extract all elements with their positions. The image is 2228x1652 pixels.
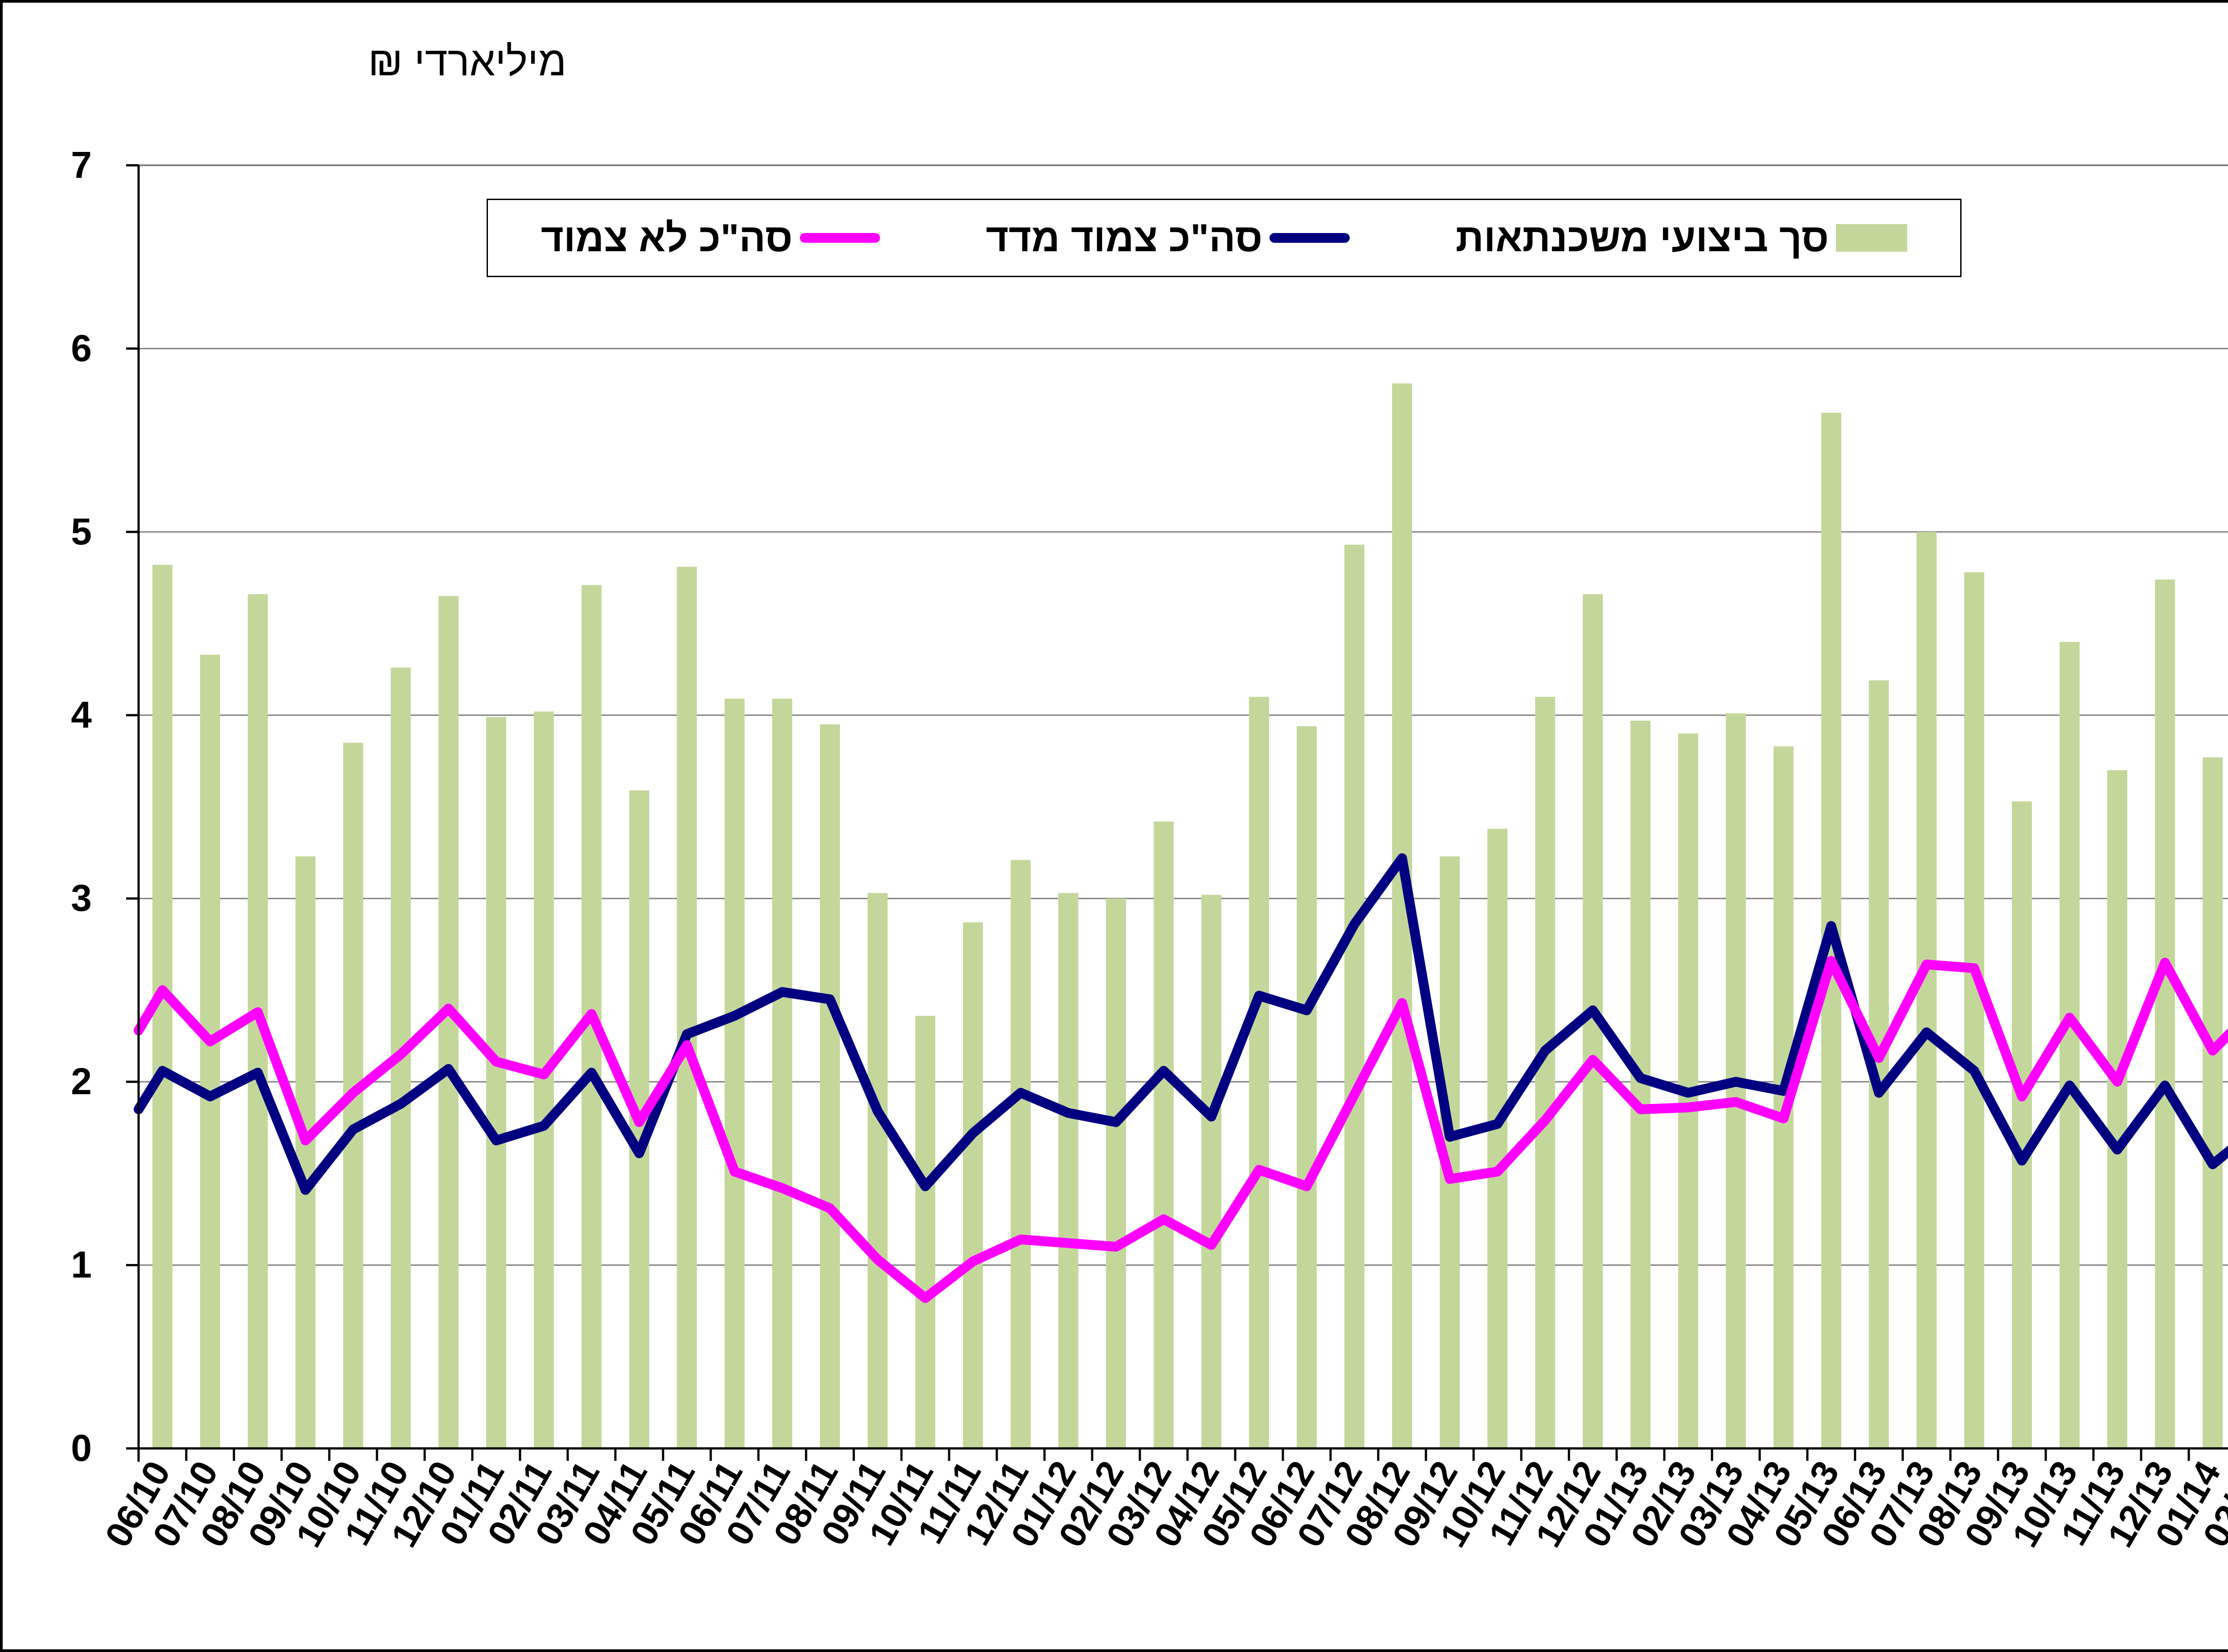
bar [963, 922, 983, 1448]
y-tick-label: 3 [71, 877, 92, 919]
bar [2012, 801, 2032, 1448]
legend-swatch-bars [1836, 224, 1908, 252]
bar [2107, 770, 2127, 1448]
bar [820, 724, 840, 1448]
y-tick-label: 7 [71, 144, 92, 186]
bar [295, 856, 315, 1448]
legend-item-indexed: סה"כ צמוד מדד [986, 215, 1350, 261]
legend-label-bars: סך ביצועי משכנתאות [1455, 216, 1829, 260]
y-tick-label: 0 [71, 1427, 92, 1469]
series-line-unindexed [134, 956, 2228, 1303]
bar [1964, 572, 1984, 1448]
lines-layer [134, 853, 2228, 1303]
bar [1201, 895, 1221, 1448]
y-tick-labels: 0 1 2 3 4 5 6 7 [71, 144, 92, 1469]
legend-swatch-indexed [1270, 233, 1350, 243]
bar [534, 712, 554, 1448]
bar [677, 567, 697, 1448]
bar [200, 654, 220, 1448]
x-tick-labels: 06/1007/1008/1009/1010/1011/1012/1001/11… [98, 1454, 2228, 1554]
bar [2155, 579, 2175, 1448]
bar [1487, 829, 1507, 1448]
y-tick-label: 4 [71, 694, 92, 736]
y-tick-label: 6 [71, 327, 92, 369]
bar [1917, 532, 1937, 1448]
bar [1058, 893, 1078, 1448]
legend: סך ביצועי משכנתאות סה"כ צמוד מדד סה"כ לא… [487, 199, 1962, 277]
bar [1106, 898, 1126, 1448]
y-tick-label: 1 [71, 1244, 92, 1286]
series-line-indexed [134, 853, 2228, 1195]
axes-layer [126, 164, 2228, 1462]
legend-item-unindexed: סה"כ לא צמוד [541, 215, 880, 261]
bar [915, 1016, 935, 1448]
bar [2203, 757, 2223, 1448]
bar [772, 699, 792, 1448]
legend-label-indexed: סה"כ צמוד מדד [986, 216, 1263, 260]
bar [1297, 726, 1317, 1448]
y-axis-unit-label: מיליארדי ₪ [368, 39, 567, 84]
bar [1535, 697, 1555, 1448]
bar [2060, 642, 2080, 1448]
y-tick-label: 5 [71, 511, 92, 552]
bar [725, 699, 745, 1448]
chart-svg: 0 1 2 3 4 5 6 7 06/1007/1008/1009/1010/1011/101… [71, 144, 2228, 1554]
bar [486, 717, 506, 1448]
bar [1011, 860, 1031, 1448]
bar [1249, 697, 1269, 1448]
legend-item-bars: סך ביצועי משכנתאות [1456, 215, 1908, 261]
legend-swatch-unindexed [799, 233, 880, 243]
bar [868, 893, 888, 1448]
y-tick-label: 2 [71, 1060, 92, 1102]
bar [1154, 821, 1174, 1448]
bar [1344, 544, 1364, 1448]
legend-label-unindexed: סה"כ לא צמוד [541, 216, 793, 260]
